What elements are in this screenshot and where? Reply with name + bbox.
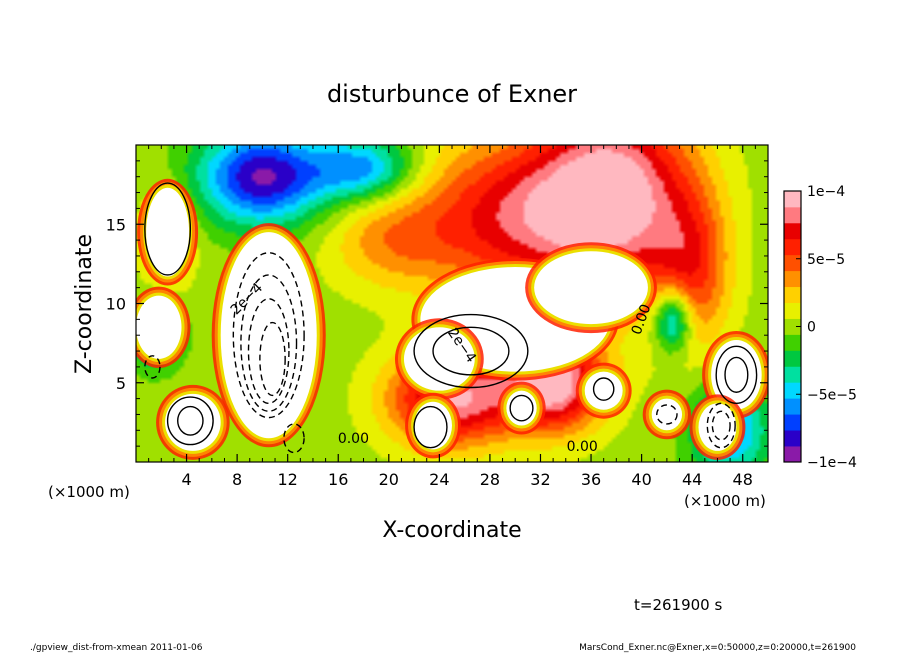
chart-title: disturbunce of Exner [327,80,577,108]
x-tick-label: 16 [328,470,348,489]
saturated-region [211,223,326,448]
contour-line-positive [144,182,192,276]
colorbar-segment [784,382,801,399]
colorbar-segment [784,398,801,415]
contour-line-negative [706,402,736,449]
contour-line-negative [711,410,731,441]
x-axis-label: X-coordinate [382,518,521,543]
colorbar-segment [784,334,801,351]
colorbar-segment [784,222,801,240]
saturated-region [137,178,199,286]
saturated-region [497,381,546,435]
saturated-region [394,318,484,400]
y-axis: 5 10 15 [106,160,768,447]
colorbar-segment [784,446,801,463]
saturated-region [136,286,191,368]
colorbar-segment [784,206,801,224]
y-axis-label: Z-coordinate [72,234,97,374]
plot-area: 2e−42e−40.000.00 0.00 [135,144,769,463]
x-tick-label: 36 [581,470,601,489]
contour-line-positive [724,356,749,393]
x-axis: 4 8 12 16 20 24 28 32 36 40 44 48 [148,145,756,489]
contour-lines [144,182,758,454]
saturated-region [689,394,746,460]
colorbar-segment [784,286,801,303]
colorbar-tick-label: −1e−4 [807,455,857,471]
colorbar-segment [784,191,801,208]
contour-line-negative [240,274,298,412]
x-tick-label: 4 [181,470,191,489]
saturated-regions [136,178,768,460]
contour-line-positive [177,405,204,436]
colorbar-segment [784,414,801,431]
colorbar-tick-label: 0 [807,320,816,336]
colorbar-segment [784,350,801,367]
y-tick-label: 10 [106,295,126,314]
contour-line-negative [247,298,290,405]
y-tick-label: 5 [116,374,126,393]
time-label: t=261900 s [634,596,722,614]
colorbar-tick-label: −5e−5 [807,387,857,403]
colorbar-segment [784,318,801,335]
saturated-region [575,362,632,419]
x-tick-label: 12 [278,470,298,489]
contour-line-negative [656,404,678,425]
contour-line-positive [432,326,510,376]
colorbar-segment [784,254,801,272]
x-tick-label: 20 [379,470,399,489]
x-tick-label: 28 [480,470,500,489]
colorbar-tick-label: 1e−4 [807,184,845,200]
colorbar-segment [784,302,801,319]
x-tick-label: 32 [530,470,550,489]
colorbar-segment [784,430,801,447]
colorbar-tick-label: 5e−5 [807,252,845,268]
contour-line-positive [509,394,534,422]
saturated-region [525,242,657,334]
contour-line-negative [259,321,286,397]
contour-line-positive [166,396,214,446]
contour-line-negative [144,355,161,379]
footer-right: MarsCond_Exner.nc@Exner,x=0:50000,z=0:20… [579,643,856,653]
y-tick-label: 15 [106,215,126,234]
colorbar-segment [784,270,801,288]
x-tick-label: 44 [682,470,702,489]
x-tick-label: 48 [733,470,753,489]
saturated-region [642,389,692,440]
footer-left: ./gpview_dist-from-xmean 2011-01-06 [30,643,203,653]
contour-line-positive [413,313,529,389]
colorbar: −1e−4 −5e−5 0 5e−5 1e−4 [783,184,857,471]
contour-label: 0.00 [567,439,598,455]
x-tick-label: 8 [232,470,242,489]
saturated-region [702,330,768,419]
contour-line-negative [283,423,305,454]
contour-line-positive [592,377,615,401]
contour-label: 0.00 [338,431,369,447]
colorbar-segment [784,366,801,383]
x-unit-left: (×1000 m) [48,483,130,501]
contour-line-negative [232,252,305,419]
contour-line-positive [715,345,758,405]
contour-line-positive [413,405,448,449]
x-tick-label: 40 [631,470,651,489]
x-tick-label: 24 [429,470,449,489]
colorbar-segment [784,238,801,256]
x-unit-right: (×1000 m) [684,492,766,510]
